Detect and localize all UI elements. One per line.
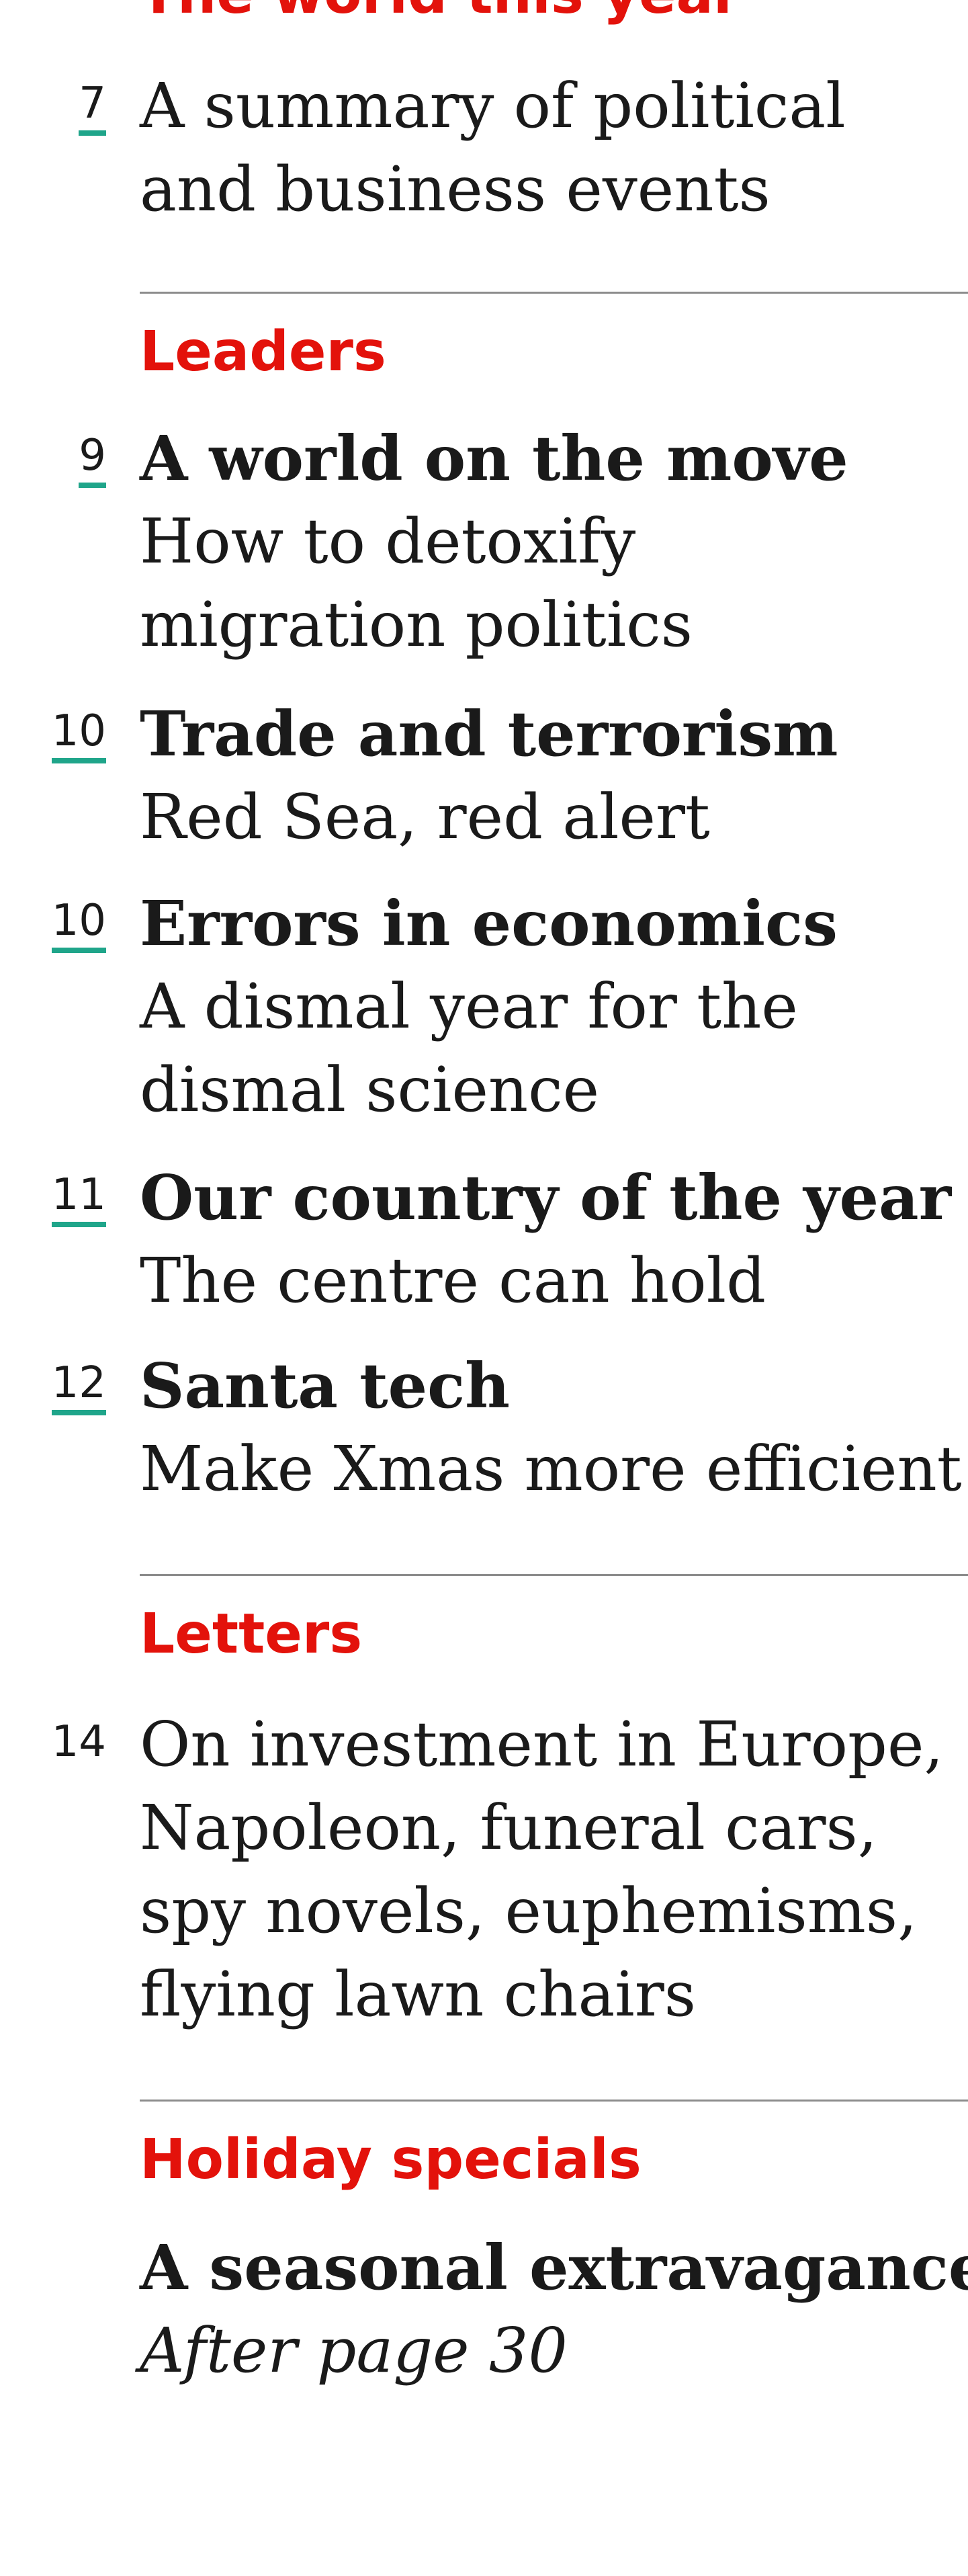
- page-number-link[interactable]: 10: [51, 894, 106, 953]
- section-heading-leaders: Leaders: [140, 320, 386, 384]
- entry-title[interactable]: Trade and terrorism: [140, 698, 838, 770]
- entry-note: After page 30: [140, 2315, 568, 2386]
- section-divider: [140, 1574, 968, 1576]
- entry-title[interactable]: Our country of the year: [140, 1161, 952, 1234]
- entry-title[interactable]: A seasonal extravagance: [140, 2231, 968, 2304]
- entry-subtitle: The centre can hold: [140, 1245, 766, 1317]
- entry-subtitle: How to detoxify migration politics: [140, 505, 693, 661]
- entry-title[interactable]: Santa tech: [140, 1349, 511, 1422]
- entry-text[interactable]: A summary of political and business even…: [140, 70, 846, 225]
- entry-title[interactable]: A world on the move: [140, 422, 848, 495]
- section-heading-world-this-year: The world this year: [140, 0, 740, 28]
- section-divider: [140, 2100, 968, 2102]
- entry-subtitle: Make Xmas more efficient: [140, 1433, 962, 1505]
- section-heading-holiday-specials: Holiday specials: [140, 2128, 642, 2192]
- entry-subtitle: A dismal year for the dismal science: [140, 970, 798, 1126]
- entry-subtitle: Red Sea, red alert: [140, 781, 710, 853]
- section-heading-letters: Letters: [140, 1602, 363, 1666]
- page-number-link[interactable]: 11: [51, 1168, 106, 1227]
- section-divider: [140, 292, 968, 294]
- entry-title[interactable]: Errors in economics: [140, 887, 838, 960]
- page-number: 14: [51, 1717, 106, 1767]
- entry-text[interactable]: On investment in Europe, Napoleon, funer…: [140, 1708, 944, 2030]
- page-number-link[interactable]: 10: [51, 704, 106, 763]
- page-number-link[interactable]: 12: [51, 1356, 106, 1415]
- page-number-link[interactable]: 7: [79, 77, 106, 136]
- page-number-link[interactable]: 9: [79, 429, 106, 488]
